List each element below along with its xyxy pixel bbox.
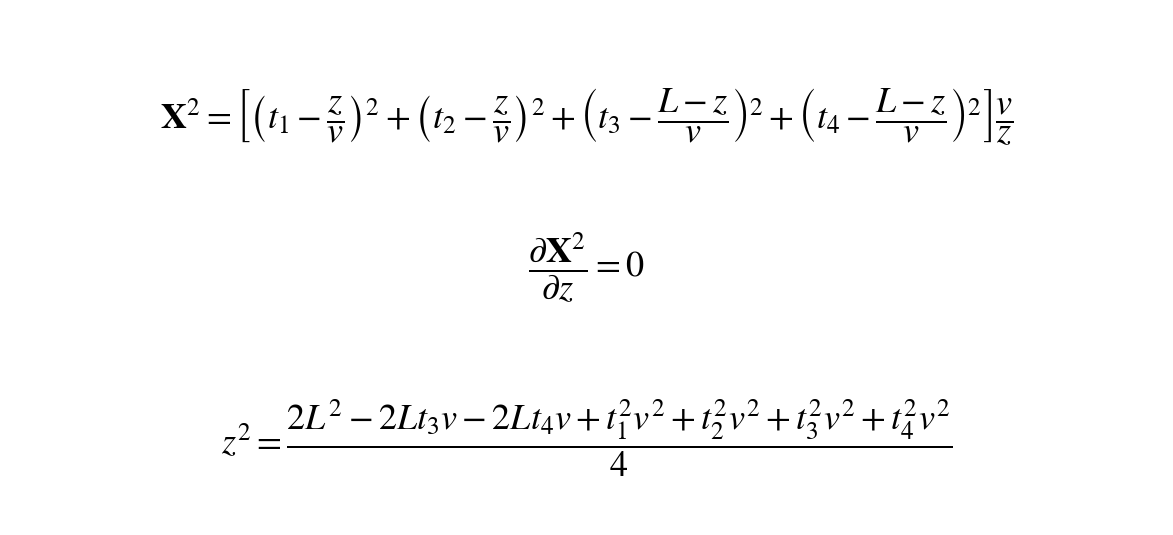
Text: $z^2 = \dfrac{2L^2 - 2Lt_3v - 2Lt_4v + t_1^2v^2 + t_2^2v^2 + t_3^2v^2 + t_4^2v^2: $z^2 = \dfrac{2L^2 - 2Lt_3v - 2Lt_4v + t…	[221, 398, 952, 479]
Text: $\mathbf{X}^2 = \left[\left(t_1 - \dfrac{z}{v}\right)^2 + \left(t_2 - \dfrac{z}{: $\mathbf{X}^2 = \left[\left(t_1 - \dfrac…	[160, 87, 1013, 148]
Text: $\dfrac{\partial \mathbf{X}^2}{\partial z} = 0$: $\dfrac{\partial \mathbf{X}^2}{\partial …	[528, 231, 645, 304]
